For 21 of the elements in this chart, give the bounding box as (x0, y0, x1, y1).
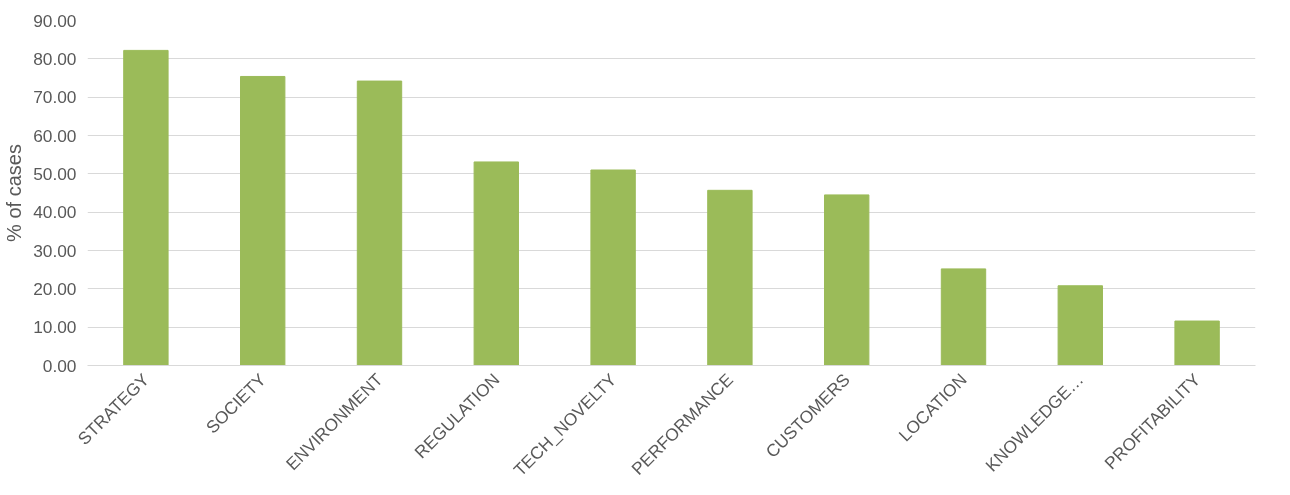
y-tick-label: 40.00 (33, 202, 77, 223)
y-tick-label: 90.00 (33, 10, 77, 31)
y-tick-label: 10.00 (33, 317, 77, 338)
bar (940, 268, 987, 366)
bar (1174, 320, 1220, 366)
bar (707, 189, 753, 366)
y-tick-label: 30.00 (33, 240, 77, 261)
bar (356, 80, 403, 366)
bar (1057, 285, 1103, 366)
y-tick-label: 20.00 (33, 278, 77, 299)
bar (240, 75, 286, 366)
bar (590, 169, 636, 366)
y-tick-label: 0.00 (42, 355, 77, 376)
bar (824, 194, 870, 366)
y-tick-label: 80.00 (33, 48, 77, 69)
y-tick-label: 50.00 (33, 163, 77, 184)
y-tick-label: 70.00 (33, 87, 77, 108)
bar (123, 49, 169, 366)
y-tick-label: 60.00 (33, 125, 77, 146)
bar (473, 161, 519, 366)
y-axis-title: % of cases (3, 144, 26, 242)
